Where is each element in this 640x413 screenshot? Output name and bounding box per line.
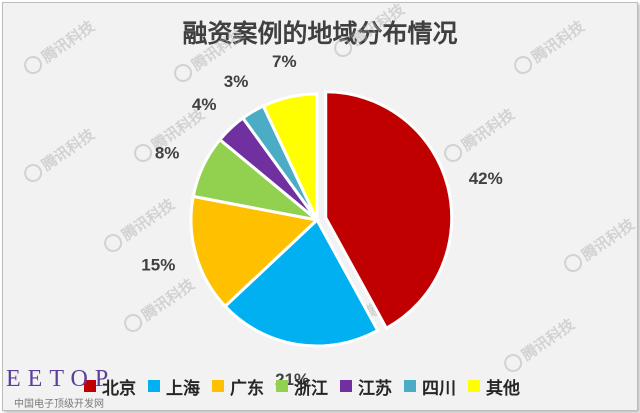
legend-label: 上海 [166, 378, 200, 399]
data-label: 4% [192, 95, 217, 114]
legend-swatch [468, 380, 480, 392]
legend-item: 北京 [84, 374, 136, 399]
legend-label: 江苏 [358, 378, 392, 399]
legend-swatch [148, 380, 160, 392]
chart-title: 融资案例的地域分布情况 [182, 19, 458, 48]
legend-swatch [276, 380, 288, 392]
legend-item: 浙江 [276, 374, 328, 399]
legend-item: 四川 [404, 374, 456, 399]
legend-label: 北京 [102, 378, 136, 399]
chart-legend: 北京 上海 广东 浙江 江苏 四川 其他 [84, 373, 532, 399]
legend-item: 广东 [212, 374, 264, 399]
data-label: 8% [155, 143, 180, 162]
legend-label: 广东 [230, 378, 264, 399]
pie-slice [189, 194, 321, 309]
legend-swatch [404, 380, 416, 392]
legend-swatch [212, 380, 224, 392]
pie-slice [261, 92, 319, 221]
legend-swatch [84, 380, 96, 392]
legend-label: 浙江 [294, 378, 328, 399]
eetop-logo: EETOP [6, 366, 116, 392]
data-label: 15% [141, 255, 175, 274]
pie-slice [223, 217, 380, 348]
data-label: 7% [272, 52, 297, 71]
legend-item: 江苏 [340, 374, 392, 399]
data-label: 3% [224, 72, 249, 91]
legend-label: 四川 [422, 378, 456, 399]
data-label: 42% [469, 169, 503, 188]
eetop-logo-subtitle: 中国电子顶级开发网 [14, 399, 104, 410]
legend-item: 其他 [468, 374, 520, 399]
legend-label: 其他 [486, 378, 520, 399]
legend-swatch [340, 380, 352, 392]
pie-slice [324, 90, 454, 331]
legend-item: 上海 [148, 374, 200, 399]
